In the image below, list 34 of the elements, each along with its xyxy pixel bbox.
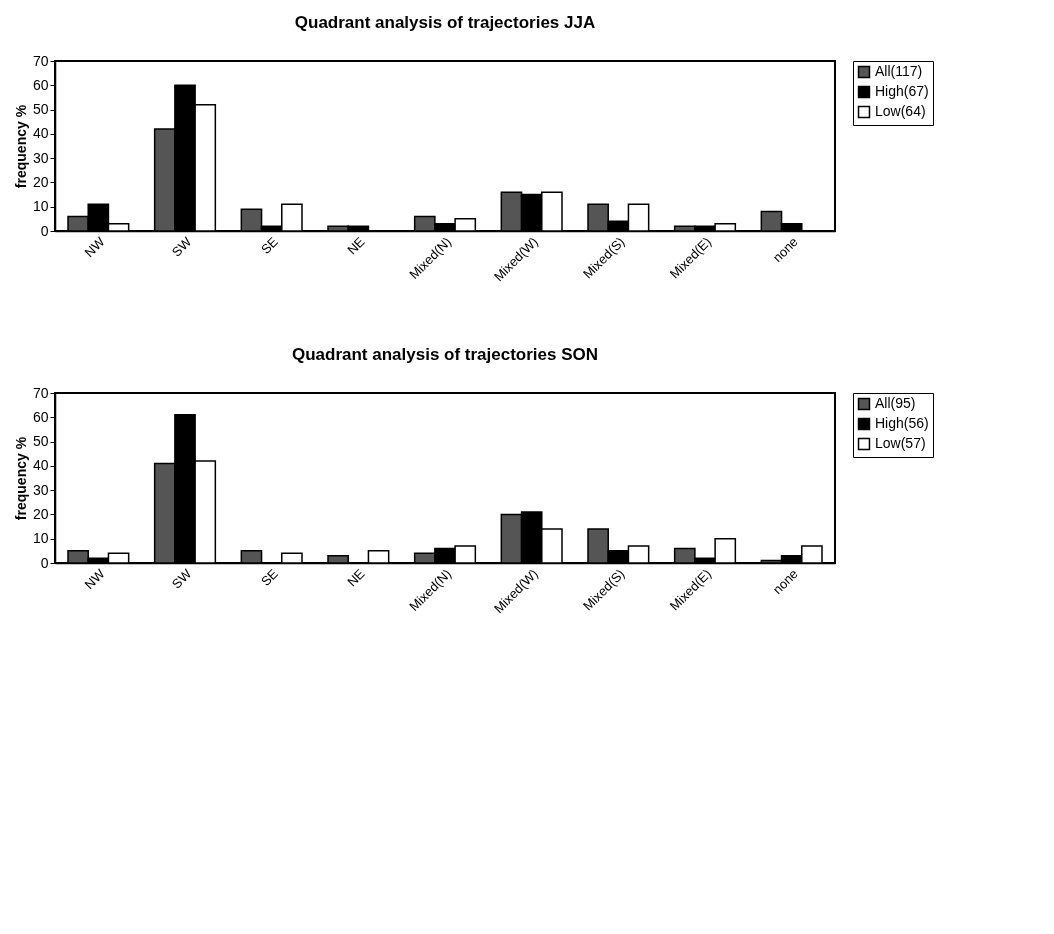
legend-label: Low(57) [875,435,926,451]
legend-label: High(67) [875,83,929,99]
x-tick-label: SW [168,565,195,592]
y-tick-label: 50 [32,101,49,118]
y-tick-label: 70 [32,384,49,401]
y-tick-label: 30 [32,481,49,498]
chart-title: Quadrant analysis of trajectories SON [291,345,599,364]
y-tick-label: 70 [32,52,49,69]
x-tick-label: NW [81,233,109,261]
y-tick-label: 0 [40,554,49,571]
y-axis-title: frequency % [12,104,29,189]
y-tick-label: 10 [32,198,49,215]
x-tick-label: NW [81,565,109,593]
y-tick-label: 40 [32,457,49,474]
y-tick-label: 60 [32,408,49,425]
y-tick-label: 20 [32,173,49,190]
legend-label: All(95) [875,395,916,411]
x-tick-label: SE [257,565,282,589]
y-tick-label: 0 [40,222,49,239]
chart-title: Quadrant analysis of trajectories JJA [294,13,596,32]
y-axis-title: frequency % [12,436,29,521]
y-tick-label: 20 [32,505,49,522]
legend-label: High(56) [875,415,929,431]
y-tick-label: 50 [32,433,49,450]
y-tick-label: 10 [32,530,49,547]
y-tick-label: 30 [32,149,49,166]
legend-label: All(117) [875,63,923,79]
x-tick-label: SW [168,233,195,260]
y-tick-label: 40 [32,125,49,142]
y-tick-label: 60 [32,76,49,93]
x-tick-label: SE [257,233,282,257]
x-tick-label: NE [344,565,368,590]
legend-label: Low(64) [875,103,926,119]
x-tick-label: NE [344,233,368,258]
